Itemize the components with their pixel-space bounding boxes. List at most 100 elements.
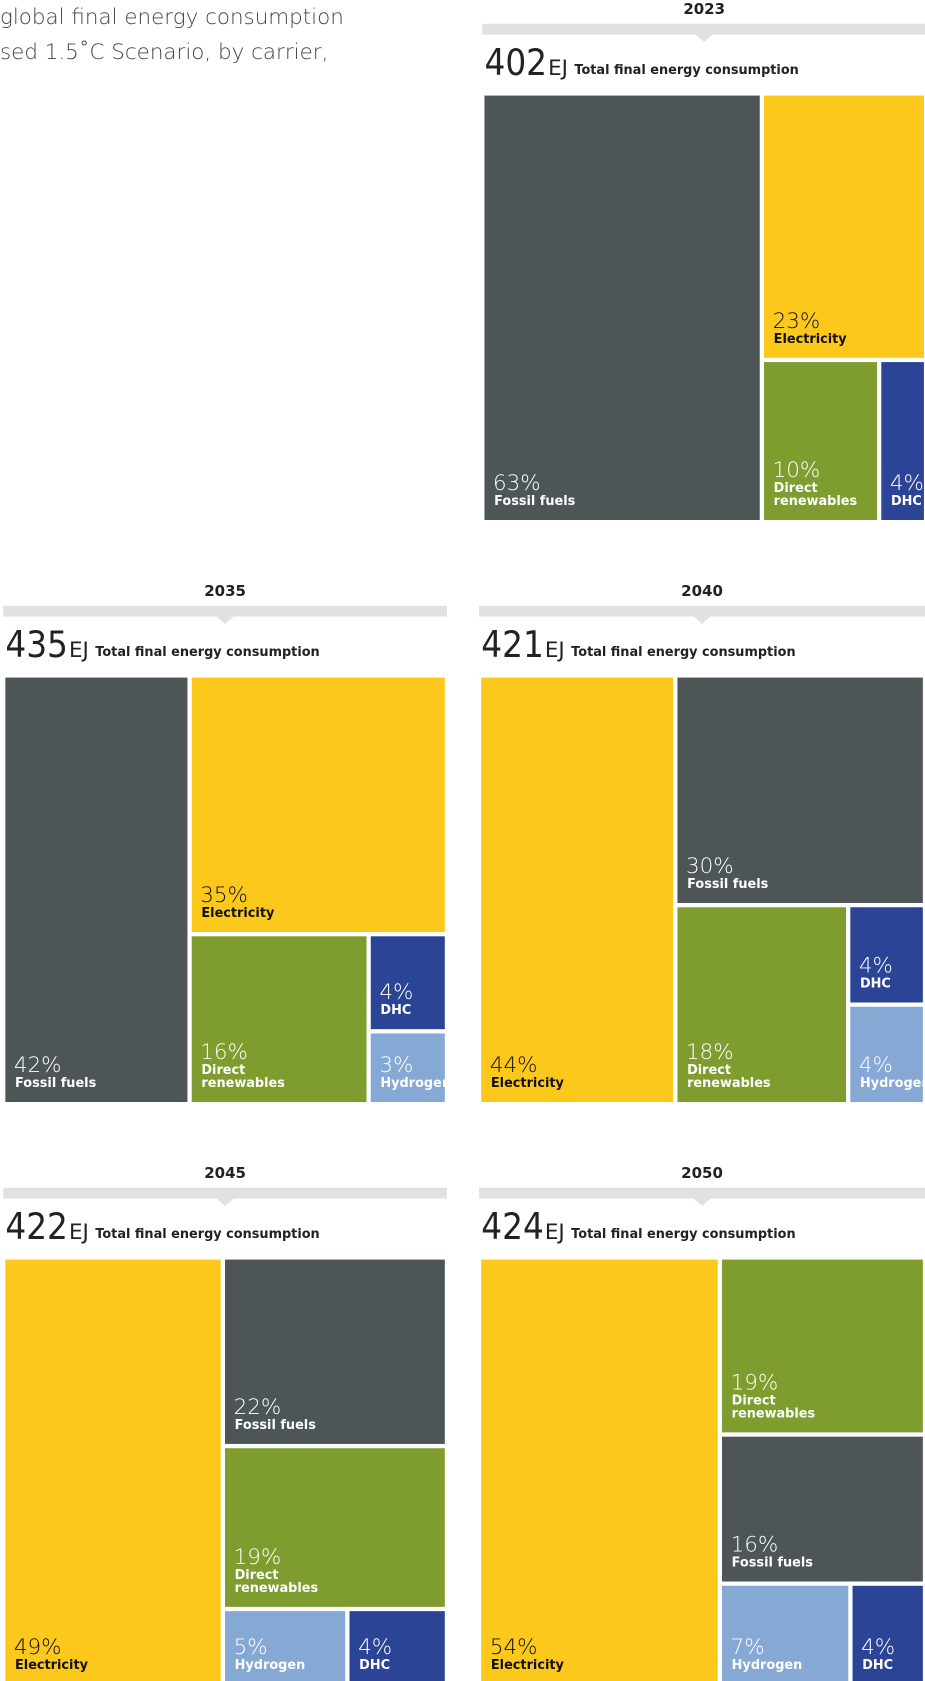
cell-name: DHC [891,494,922,509]
treemap-cell [191,677,445,933]
treemap-cell [224,1259,445,1444]
cell-name: DHC [862,1658,893,1673]
cell-name: Fossil fuels [494,494,576,509]
treemap-cell [349,1611,445,1681]
year-label: 2035 [204,582,246,600]
treemap-cell [677,907,847,1103]
header-notch [216,616,234,624]
cell-name: Hydrogen [235,1658,306,1673]
treemap-cell [370,1033,445,1103]
total-label: Total final energy consumption [574,63,798,78]
cell-value-label: 19% [731,1371,779,1396]
cell-name: Fossil fuels [15,1076,97,1091]
cell-value-label: 49% [14,1635,62,1660]
treemap-cell [764,362,878,521]
treemap-cell [722,1436,923,1582]
treemap-cell [764,95,924,358]
cell-value-label: 4% [859,953,893,978]
cell-value-label: 5% [234,1635,268,1660]
total-value: 424 [481,1205,544,1248]
header-bar [479,605,925,617]
cell-value-label: 30% [686,854,734,879]
treemap-cell [481,677,674,1103]
cell-value-label: 4% [358,1635,392,1660]
cell-value-label: 54% [490,1635,538,1660]
year-label: 2023 [683,0,725,18]
cell-name: Direct renewables [235,1568,319,1596]
header-bar [482,23,925,35]
treemap-cell [5,1259,221,1681]
cell-name: Fossil fuels [235,1418,317,1433]
treemap-cell [881,362,924,521]
header-bar [479,1187,925,1199]
cell-name: Hydrogen [380,1076,451,1091]
cell-name: Direct renewables [774,481,858,509]
cell-name: DHC [359,1658,390,1673]
cell-value-label: 63% [493,471,541,496]
cell-name: Direct renewables [687,1063,771,1091]
treemap-cell [850,1006,923,1103]
cell-value-label: 10% [773,458,821,483]
cell-value-label: 22% [234,1395,282,1420]
cell-value-label: 4% [859,1053,893,1078]
cell-name: Fossil fuels [687,877,769,892]
cell-name: Electricity [15,1658,89,1673]
header-notch [693,616,711,624]
cell-value-label: 4% [890,471,924,496]
treemap-cell [852,1585,923,1681]
header-bar [3,605,447,617]
treemap-cell [484,95,760,521]
treemap-cell [677,677,923,903]
cell-value-label: 16% [731,1533,779,1558]
cell-name: DHC [380,1003,411,1018]
cell-value-label: 23% [773,309,821,334]
cell-value-label: 42% [14,1053,62,1078]
cell-name: Hydrogen [860,1076,925,1091]
total-unit: EJ [545,1220,565,1245]
total-value: 421 [481,623,544,666]
total-label: Total final energy consumption [571,1227,795,1242]
cell-value-label: 19% [234,1545,282,1570]
cell-value-label: 16% [200,1040,248,1065]
cell-name: Direct renewables [732,1394,816,1422]
treemap-cell [224,1448,445,1607]
year-label: 2045 [204,1164,246,1182]
title-line: global final energy consumption [0,5,344,30]
total-unit: EJ [69,1220,89,1245]
cell-value-label: 4% [379,980,413,1005]
treemap-cell [5,677,188,1103]
cell-name: Fossil fuels [732,1556,814,1571]
header-notch [695,34,713,42]
treemap-cell [722,1259,923,1433]
cell-name: Electricity [774,332,848,347]
total-unit: EJ [548,56,568,81]
year-label: 2050 [681,1164,723,1182]
header-notch [693,1198,711,1206]
total-value: 422 [5,1205,68,1248]
cell-name: Direct renewables [201,1063,285,1091]
cell-name: Electricity [491,1658,565,1673]
total-value: 402 [484,41,547,84]
cell-name: Electricity [201,906,275,921]
cell-name: DHC [860,976,891,991]
total-unit: EJ [545,638,565,663]
cell-name: Electricity [491,1076,565,1091]
header-notch [216,1198,234,1206]
title-line: sed 1.5˚C Scenario, by carrier, [0,40,328,65]
treemap-cell [224,1611,346,1681]
treemap-cell [481,1259,718,1681]
total-label: Total final energy consumption [95,1227,319,1242]
total-value: 435 [5,623,68,666]
total-label: Total final energy consumption [571,645,795,660]
cell-value-label: 44% [490,1053,538,1078]
cell-value-label: 18% [686,1040,734,1065]
header-bar [3,1187,447,1199]
treemap-cell [370,936,445,1030]
treemap-cell [191,936,367,1103]
cell-value-label: 3% [379,1053,413,1078]
cell-value-label: 35% [200,883,248,908]
total-unit: EJ [69,638,89,663]
total-label: Total final energy consumption [95,645,319,660]
